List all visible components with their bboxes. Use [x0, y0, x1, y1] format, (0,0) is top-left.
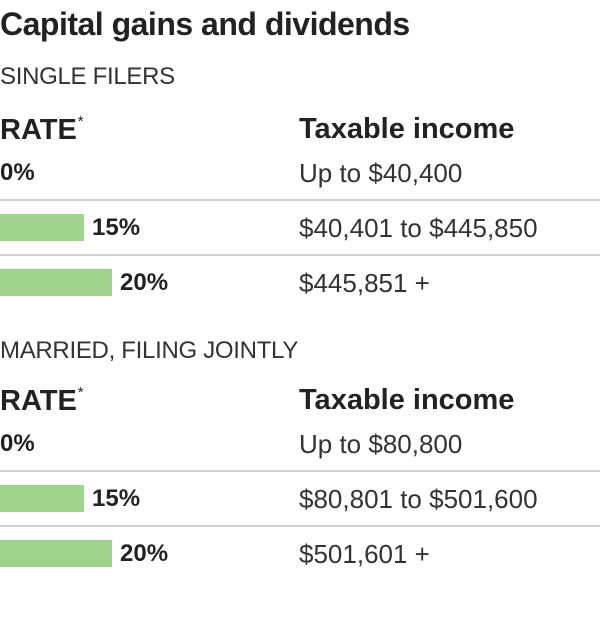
rate-header-label: RATE [0, 385, 77, 417]
rate-row: 20% $501,601 + [0, 525, 600, 581]
rate-label: 20% [120, 540, 169, 567]
rate-label: 20% [120, 269, 169, 296]
rate-bar [0, 214, 84, 241]
income-header-married: Taxable income [299, 384, 515, 416]
rate-row: 15% $80,801 to $501,600 [0, 470, 600, 526]
rate-row: 15% $40,401 to $445,850 [0, 199, 600, 255]
rate-bar [0, 485, 84, 512]
income-header-single: Taxable income [299, 113, 515, 145]
section-label-single: SINGLE FILERS [0, 63, 175, 90]
footnote-asterisk: * [77, 384, 84, 401]
rate-row: 0% Up to $40,400 [0, 153, 600, 207]
rate-label: 0% [0, 430, 35, 457]
rate-row: 20% $445,851 + [0, 254, 600, 310]
income-range-label: Up to $80,800 [299, 429, 463, 459]
income-range-label: $80,801 to $501,600 [299, 484, 538, 514]
section-label-married: MARRIED, FILING JOINTLY [0, 337, 299, 364]
income-range-label: $445,851 + [299, 268, 430, 298]
rate-label: 15% [92, 485, 141, 512]
income-range-label: Up to $40,400 [299, 158, 463, 188]
rate-header-label: RATE [0, 114, 77, 146]
rate-bar [0, 269, 112, 296]
rate-label: 15% [92, 214, 141, 241]
rate-header-married: RATE* [0, 384, 84, 418]
rate-header-single: RATE* [0, 113, 84, 147]
chart-title: Capital gains and dividends [0, 6, 410, 42]
income-range-label: $40,401 to $445,850 [299, 213, 538, 243]
rate-row: 0% Up to $80,800 [0, 424, 600, 478]
income-range-label: $501,601 + [299, 539, 430, 569]
rate-label: 0% [0, 159, 35, 186]
rate-bar [0, 540, 112, 567]
footnote-asterisk: * [77, 113, 84, 130]
